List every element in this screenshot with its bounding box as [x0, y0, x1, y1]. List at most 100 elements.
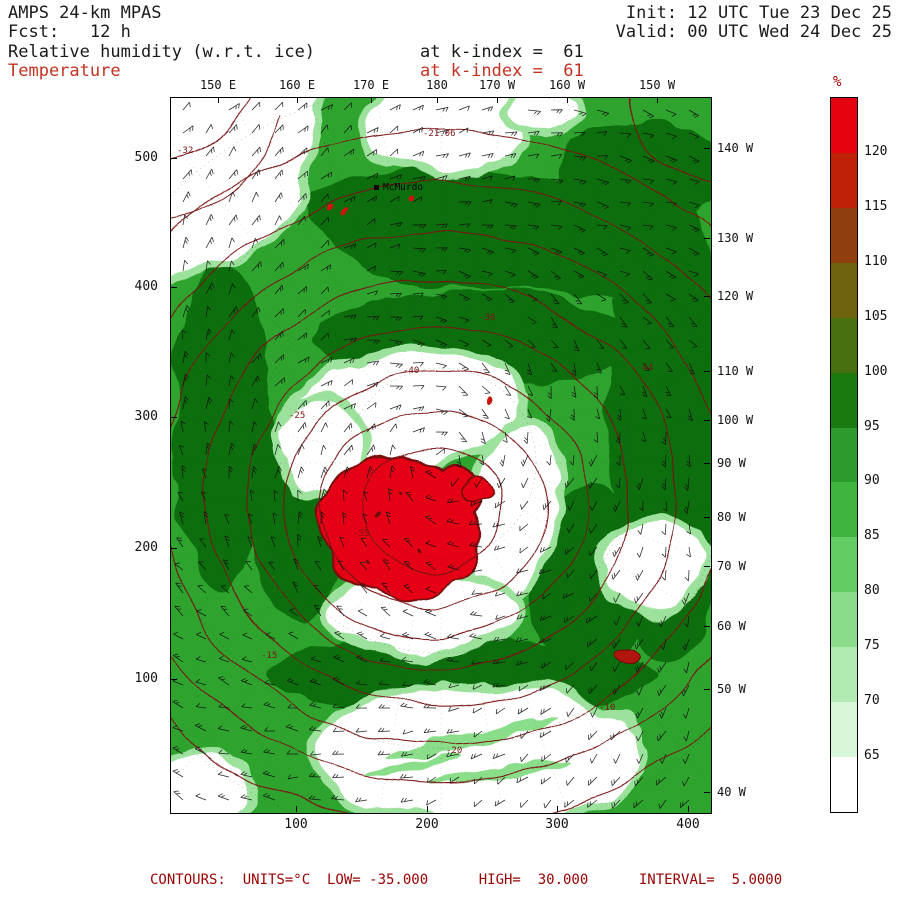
axis-label-left: 500	[134, 150, 158, 165]
rh-shading	[171, 98, 711, 813]
contour-label: -32	[177, 146, 193, 156]
axis-tick	[704, 371, 710, 372]
axis-tick	[704, 463, 710, 464]
colorbar-segment	[831, 537, 857, 593]
axis-label-right: 80 W	[717, 510, 746, 524]
time-block: Init: 12 UTC Tue 23 Dec 25 Valid: 00 UTC…	[616, 4, 892, 42]
colorbar-segment	[831, 207, 857, 263]
field-rh-label: Relative humidity (w.r.t. ice)	[8, 42, 316, 62]
axis-label-right: 100 W	[717, 413, 754, 427]
axis-tick	[497, 97, 498, 103]
axis-tick	[171, 287, 177, 288]
axis-label-left: 400	[134, 279, 158, 294]
axis-tick	[704, 296, 710, 297]
axis-tick	[704, 238, 710, 239]
contour-label: -20	[446, 746, 462, 756]
colorbar-segment	[831, 702, 857, 758]
station-label: McMurdo	[383, 182, 423, 193]
axis-label-top: 150 E	[199, 78, 237, 92]
contour-label: -21.06	[423, 129, 456, 139]
axis-tick	[567, 97, 568, 103]
axis-label-right: 120 W	[717, 289, 754, 303]
colorbar-label: 80	[864, 583, 880, 599]
axis-tick	[171, 548, 177, 549]
axis-tick	[557, 806, 558, 812]
colorbar-label: 85	[864, 528, 880, 544]
axis-tick	[704, 792, 710, 793]
colorbar-label: 110	[864, 253, 888, 269]
map-plot: -32 -21.06 -40 -44 -30 -35 -25 -20 -15 -10 McMurdo	[170, 97, 712, 814]
axis-tick	[704, 148, 710, 149]
axis-tick	[297, 97, 298, 103]
axis-label-right: 60 W	[717, 619, 746, 633]
axis-label-top: 180	[426, 78, 448, 92]
axis-tick	[296, 806, 297, 812]
axis-label-bottom: 300	[545, 817, 569, 832]
axis-tick	[704, 566, 710, 567]
axis-tick	[704, 420, 710, 421]
footer-contours: CONTOURS: UNITS=°C LOW= -35.000 HIGH= 30…	[150, 872, 783, 888]
temperature-contours	[171, 98, 711, 813]
contour-label: -35	[353, 529, 369, 539]
axis-label-bottom: 400	[676, 817, 700, 832]
axis-label-top: 160 E	[278, 78, 316, 92]
axis-tick	[371, 97, 372, 103]
axis-tick	[688, 806, 689, 812]
axis-tick	[437, 97, 438, 103]
axis-label-top: 150 W	[638, 78, 676, 92]
field-temp-label: Temperature	[8, 61, 121, 81]
contour-label: -25	[289, 411, 305, 421]
colorbar-label: 105	[864, 308, 888, 324]
contour-label: -10	[599, 703, 615, 713]
axis-label-top: 160 W	[548, 78, 586, 92]
axis-label-right: 110 W	[717, 364, 754, 378]
colorbar-label: 65	[864, 748, 880, 764]
axis-tick	[171, 158, 177, 159]
model-title: AMPS 24-km MPAS	[8, 3, 162, 23]
colorbar-label: 95	[864, 418, 880, 434]
axis-tick	[657, 97, 658, 103]
colorbar-segment	[831, 152, 857, 208]
axis-label-top: 170 E	[352, 78, 390, 92]
colorbar-segment	[831, 262, 857, 318]
forecast-hour: Fcst: 12 h	[8, 22, 131, 42]
axis-tick	[704, 517, 710, 518]
contour-label: -40	[403, 366, 419, 376]
axis-label-right: 40 W	[717, 785, 746, 799]
colorbar-segment	[831, 98, 857, 153]
axis-label-right: 130 W	[717, 231, 754, 245]
valid-time: Valid: 00 UTC Wed 24 Dec 25	[615, 22, 892, 42]
axis-label-top: 170 W	[478, 78, 516, 92]
colorbar-label: 100	[864, 363, 888, 379]
colorbar-segment	[831, 317, 857, 373]
rh-core-red	[316, 192, 645, 664]
axis-label-right: 90 W	[717, 456, 746, 470]
axis-tick	[171, 417, 177, 418]
colorbar-label: 90	[864, 473, 880, 489]
init-time: Init: 12 UTC Tue 23 Dec 25	[625, 3, 892, 23]
axis-label-right: 70 W	[717, 559, 746, 573]
colorbar-segment	[831, 427, 857, 483]
colorbar-title: %	[833, 74, 842, 90]
colorbar-segment	[831, 647, 857, 703]
contour-label: -44	[637, 363, 653, 373]
contour-label: -30	[479, 313, 495, 323]
axis-tick	[171, 679, 177, 680]
colorbar-segment	[831, 372, 857, 428]
field-rh-level: at k-index = 61	[420, 42, 584, 62]
axis-tick	[704, 626, 710, 627]
station-marker	[374, 185, 379, 190]
colorbar-label: 120	[864, 143, 888, 159]
axis-label-left: 200	[134, 540, 158, 555]
wind-barbs	[172, 101, 700, 809]
graticule	[171, 98, 711, 813]
colorbar-segment	[831, 482, 857, 538]
axis-label-left: 300	[134, 409, 158, 424]
axis-label-right: 140 W	[717, 141, 754, 155]
axis-tick	[704, 689, 710, 690]
field-temp-level: at k-index = 61	[420, 61, 584, 81]
colorbar-label: 115	[864, 198, 888, 214]
colorbar-segment	[831, 757, 857, 812]
colorbar-segment	[831, 592, 857, 648]
